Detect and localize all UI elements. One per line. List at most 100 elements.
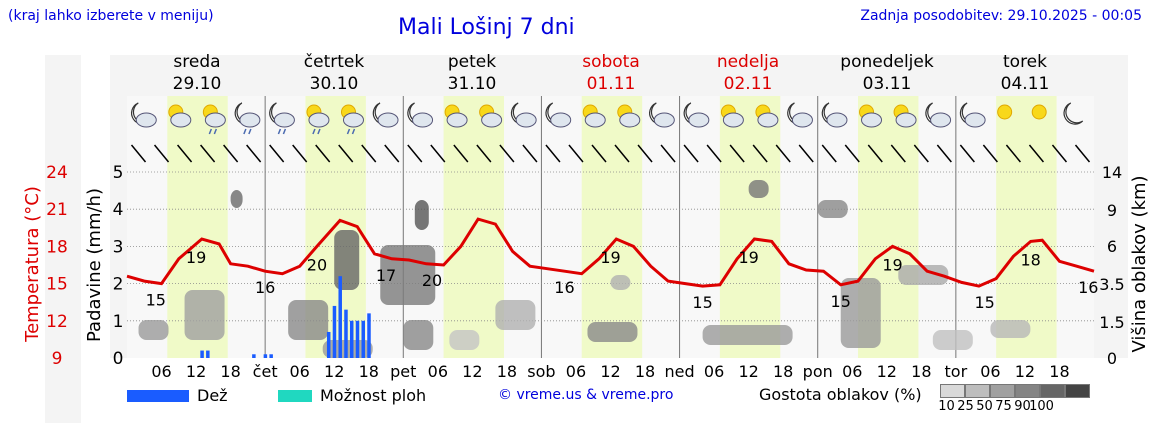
cloud-height-tick: 6	[1107, 237, 1117, 256]
day-date: 03.11	[862, 74, 912, 94]
wind-barb	[153, 144, 170, 163]
cloud-height-tick: 9	[1107, 201, 1117, 220]
x-tick-label: 12	[186, 362, 206, 381]
temperature-label: 20	[422, 271, 442, 290]
sun-icon	[1031, 104, 1047, 120]
temperature-tick: 21	[46, 200, 68, 220]
temperature-label: 17	[376, 266, 396, 285]
density-scale: 10 25 50 75 90 100	[938, 384, 1090, 414]
temperature-tick: 9	[52, 349, 63, 369]
moon-cloud-icon	[821, 102, 848, 128]
day-date: 31.10	[447, 74, 497, 94]
cloud-patch	[230, 190, 243, 208]
wind-barb	[936, 144, 952, 163]
day-label: četrtek 30.10	[264, 51, 404, 95]
cloud-patch	[288, 300, 329, 340]
moon-icon	[1063, 102, 1084, 125]
x-tick-label: 18	[359, 362, 379, 381]
wind-barb	[176, 144, 193, 163]
left-panel	[45, 55, 81, 423]
temperature-label: 16	[1078, 278, 1098, 297]
wind-barb	[982, 144, 998, 163]
x-tick-label: 18	[635, 362, 655, 381]
daylight-band	[719, 96, 781, 358]
day-date: 29.10	[172, 74, 222, 94]
wind-barb	[338, 144, 354, 163]
sun-cloud-icon	[755, 104, 779, 128]
density-cell	[1065, 384, 1090, 398]
moon-cloud-icon	[510, 102, 537, 128]
cloud-height-tick: 14	[1102, 163, 1122, 182]
cloud-height-tick: 1.5	[1099, 313, 1124, 332]
moon-cloud-icon	[925, 102, 952, 128]
precipitation-bar	[355, 320, 360, 358]
precipitation-tick: 4	[113, 200, 124, 220]
density-cell	[990, 384, 1015, 398]
temperature-label: 16	[255, 278, 275, 297]
page-title: Mali Lošinj 7 dni	[398, 15, 575, 40]
x-tick-label: 12	[738, 362, 758, 381]
day-name: nedelja	[716, 52, 780, 72]
sun-cloud-icon	[893, 104, 917, 128]
x-tick-label: 18	[220, 362, 240, 381]
temperature-tick: 24	[46, 163, 68, 183]
x-tick-label: 12	[324, 362, 344, 381]
density-cell	[1040, 384, 1065, 398]
x-tick-label: 06	[289, 362, 309, 381]
legend-rain: Dež	[127, 386, 228, 405]
wind-barb	[1074, 144, 1091, 163]
density-label: Gostota oblakov (%)	[759, 385, 922, 404]
x-tick-label: 06	[151, 362, 171, 381]
day-label: torek 04.11	[955, 51, 1095, 95]
sun-cloud-icon	[479, 104, 503, 128]
precipitation-bar	[200, 350, 204, 358]
cloud-patch	[702, 325, 793, 345]
wind-barb	[890, 144, 906, 163]
wind-barb	[568, 144, 584, 163]
sun-cloud-rain-icon	[340, 104, 364, 135]
temperature-tick: 12	[46, 312, 68, 332]
cloud-patch	[990, 320, 1031, 338]
temperature-tick: 15	[46, 275, 68, 295]
cloud-patch	[184, 290, 225, 340]
wind-barb	[775, 144, 791, 163]
x-tick-label: sob	[527, 362, 555, 381]
wind-barb	[361, 144, 377, 163]
temperature-label: 19	[186, 248, 206, 267]
x-tick-label: 06	[566, 362, 586, 381]
legend-showers: Možnost ploh	[278, 386, 426, 405]
day-date: 30.10	[309, 74, 359, 94]
wind-barb	[959, 144, 975, 163]
precipitation-tick: 1	[113, 312, 124, 332]
x-tick-label: pet	[390, 362, 416, 381]
legend-showers-swatch	[278, 389, 312, 402]
x-tick-label: ned	[665, 362, 695, 381]
legend-rain-swatch	[127, 389, 189, 402]
location-hint: (kraj lahko izberete v meniju)	[8, 8, 214, 24]
wind-barb	[246, 144, 262, 163]
wind-barb	[384, 144, 400, 163]
day-name: petek	[447, 52, 497, 72]
x-tick-label: 18	[773, 362, 793, 381]
day-name: sreda	[173, 52, 221, 72]
wind-barb	[867, 144, 883, 163]
x-tick-label: čet	[253, 362, 278, 381]
x-tick-label: 12	[877, 362, 897, 381]
temperature-axis-title: Temperatura (°C)	[22, 186, 43, 343]
moon-cloud-icon	[683, 102, 710, 128]
density-cell	[940, 384, 965, 398]
moon-cloud-icon	[407, 102, 434, 128]
cloud-patch	[495, 300, 536, 330]
moon-cloud-icon	[372, 102, 399, 128]
density-cell	[965, 384, 990, 398]
wind-barb	[476, 144, 492, 163]
density-step-label: 10	[938, 399, 955, 414]
temperature-label: 19	[882, 255, 902, 274]
day-label: nedelja 02.11	[678, 51, 818, 95]
precipitation-tick: 3	[113, 237, 124, 257]
sun-cloud-icon	[168, 104, 192, 128]
x-tick-label: 12	[462, 362, 482, 381]
sun-cloud-icon	[859, 104, 883, 128]
precipitation-bar	[263, 354, 268, 358]
precipitation-bar	[338, 276, 342, 358]
